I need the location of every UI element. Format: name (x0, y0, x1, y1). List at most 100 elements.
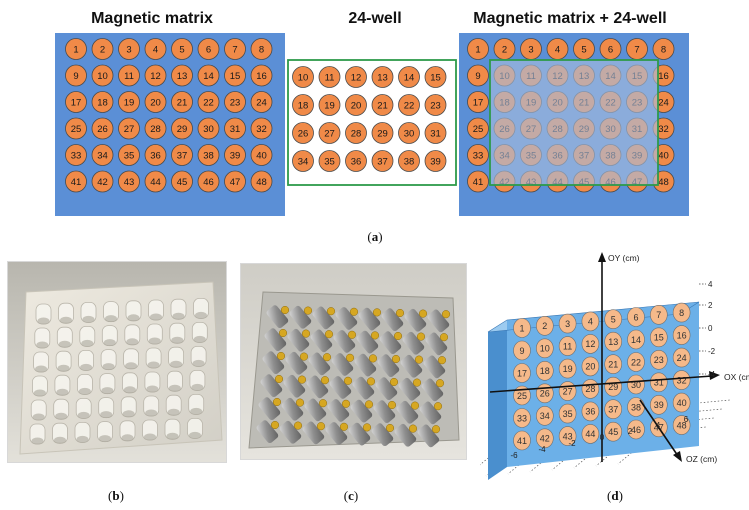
svg-text:34: 34 (298, 156, 309, 167)
svg-text:1: 1 (519, 323, 524, 333)
matrix-cell: 47 (224, 170, 246, 193)
combined-cell: 17 (467, 91, 489, 113)
matrix-cell: 48 (250, 170, 273, 193)
matrix-position: 6 (627, 307, 645, 327)
well-cell: 22 (398, 94, 420, 116)
well-cell: 28 (345, 122, 367, 144)
svg-text:8: 8 (259, 44, 264, 55)
matrix-position: 24 (672, 347, 691, 368)
caption-d: (d) (607, 488, 623, 503)
svg-text:45: 45 (177, 177, 188, 188)
svg-text:19: 19 (124, 97, 135, 108)
svg-text:46: 46 (203, 177, 214, 188)
matrix-title: Magnetic matrix (91, 10, 213, 27)
matrix-position: 8 (672, 302, 691, 323)
combined-cell: 6 (599, 38, 622, 60)
svg-text:14: 14 (404, 72, 415, 83)
matrix-cell: 34 (91, 144, 114, 166)
z-tick-label: 0 (600, 433, 605, 442)
clear-wells (29, 298, 209, 445)
svg-text:36: 36 (351, 156, 362, 167)
matrix-cell: 20 (144, 91, 167, 113)
well-cell: 21 (371, 94, 394, 116)
svg-text:29: 29 (177, 124, 188, 135)
y-tick-label: -4 (708, 370, 716, 379)
well-cell: 36 (345, 150, 367, 172)
svg-text:17: 17 (71, 97, 82, 108)
well-cell: 38 (398, 150, 420, 172)
matrix-cell: 41 (65, 170, 87, 193)
svg-text:35: 35 (563, 409, 573, 419)
svg-text:22: 22 (404, 100, 415, 111)
matrix-cell: 4 (144, 38, 167, 60)
svg-text:39: 39 (654, 400, 664, 410)
matrix-position: 31 (650, 372, 668, 393)
svg-text:48: 48 (677, 420, 687, 430)
svg-text:9: 9 (519, 346, 524, 356)
svg-text:31: 31 (230, 124, 241, 135)
svg-text:26: 26 (298, 128, 309, 139)
svg-text:21: 21 (608, 360, 618, 370)
svg-text:42: 42 (97, 177, 108, 188)
svg-text:1: 1 (475, 44, 480, 55)
matrix-position: 22 (627, 352, 645, 372)
svg-text:21: 21 (377, 100, 388, 111)
well-overlay (489, 59, 659, 186)
matrix-position: 3 (558, 313, 577, 334)
caption-c: (c) (343, 488, 359, 503)
well-cell: 18 (292, 94, 314, 116)
svg-text:32: 32 (256, 124, 267, 135)
matrix-cell: 5 (171, 38, 193, 60)
matrix-cell: 1 (65, 38, 87, 60)
z-tick-label: -2 (568, 439, 576, 448)
svg-text:24: 24 (256, 97, 267, 108)
svg-text:14: 14 (631, 335, 641, 345)
matrix-position: 48 (672, 415, 691, 435)
ox-axis-label: OX (cm) (724, 372, 749, 382)
matrix-cell: 24 (250, 91, 273, 113)
y-tick-label: 0 (708, 324, 713, 333)
svg-text:27: 27 (124, 124, 135, 135)
combined-cell: 8 (652, 38, 675, 60)
well-cell: 10 (292, 66, 314, 88)
matrix-position: 17 (513, 363, 531, 383)
matrix-position: 16 (672, 325, 691, 345)
matrix-position: 2 (536, 316, 554, 336)
svg-text:30: 30 (631, 380, 641, 390)
svg-text:44: 44 (150, 177, 161, 188)
matrix-position: 34 (536, 406, 554, 426)
svg-text:37: 37 (377, 156, 388, 167)
svg-text:3: 3 (126, 44, 131, 55)
acrylic-plate-photo (7, 261, 227, 463)
svg-text:28: 28 (150, 124, 161, 135)
svg-text:29: 29 (608, 382, 618, 392)
svg-text:12: 12 (585, 339, 595, 349)
svg-text:33: 33 (71, 150, 82, 161)
matrix-cell: 29 (171, 117, 193, 140)
svg-text:48: 48 (658, 177, 669, 188)
svg-text:43: 43 (563, 431, 573, 441)
matrix-position: 4 (581, 311, 600, 332)
matrix-cell: 33 (65, 144, 87, 166)
svg-text:35: 35 (124, 150, 135, 161)
svg-text:20: 20 (351, 100, 362, 111)
svg-text:8: 8 (679, 308, 684, 318)
well-cell: 31 (424, 122, 447, 144)
svg-text:15: 15 (654, 333, 664, 343)
caption-a: (a) (367, 229, 383, 244)
svg-text:22: 22 (203, 97, 214, 108)
oy-axis-label: OY (cm) (608, 253, 640, 263)
matrix-position: 10 (536, 338, 554, 359)
svg-text:24: 24 (677, 353, 687, 363)
matrix-position: 1 (513, 318, 531, 338)
matrix-position: 43 (558, 426, 577, 446)
svg-text:3: 3 (528, 44, 533, 55)
well-cell: 29 (371, 122, 394, 144)
svg-text:31: 31 (430, 128, 441, 139)
matrix-cell: 10 (91, 64, 114, 87)
matrix-position: 40 (672, 392, 691, 413)
matrix-cell: 40 (250, 144, 273, 166)
svg-text:2: 2 (100, 44, 105, 55)
matrix-cell: 15 (224, 64, 246, 87)
